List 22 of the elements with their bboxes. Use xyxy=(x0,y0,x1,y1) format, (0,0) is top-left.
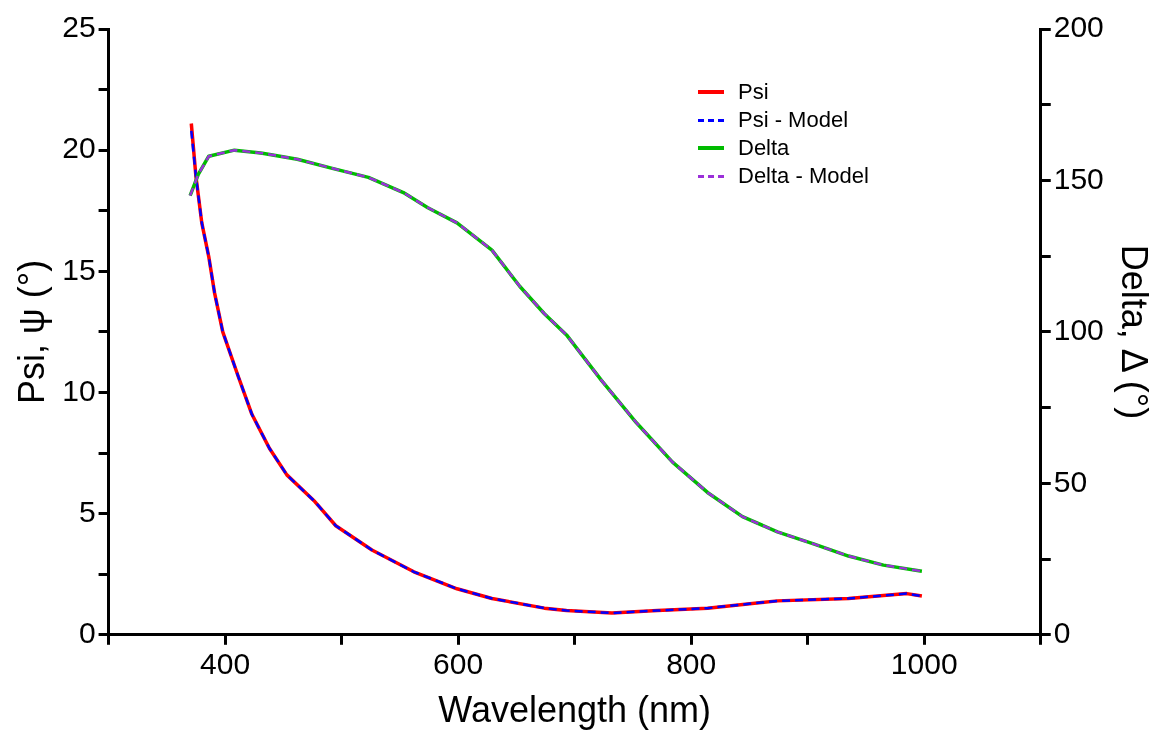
y2-tick-label: 200 xyxy=(1053,10,1104,44)
y-tick-label: 5 xyxy=(78,494,96,528)
legend-label: Delta xyxy=(738,134,790,162)
legend-label: Psi - Model xyxy=(738,106,849,134)
y-tick-label: 15 xyxy=(62,252,96,286)
y-tick-label: 10 xyxy=(62,373,96,407)
y-axis-title: Psi, ψ (°) xyxy=(10,259,52,404)
legend-label: Delta - Model xyxy=(738,162,869,190)
y2-tick-label: 100 xyxy=(1053,313,1104,347)
y2-tick-label: 150 xyxy=(1053,161,1104,195)
y-tick-label: 0 xyxy=(78,616,96,650)
y2-axis-title: Delta, Δ (°) xyxy=(1114,244,1156,420)
y-tick-label: 25 xyxy=(62,10,96,44)
y2-tick-label: 0 xyxy=(1053,616,1071,650)
x-tick-label: 800 xyxy=(666,647,717,681)
y-tick-label: 20 xyxy=(62,131,96,165)
x-tick-label: 1000 xyxy=(890,647,958,681)
legend-label: Psi xyxy=(738,78,769,106)
y2-tick-label: 50 xyxy=(1053,464,1088,498)
x-axis-title: Wavelength (nm) xyxy=(438,689,712,731)
x-tick-label: 600 xyxy=(433,647,484,681)
x-tick-label: 400 xyxy=(200,647,251,681)
